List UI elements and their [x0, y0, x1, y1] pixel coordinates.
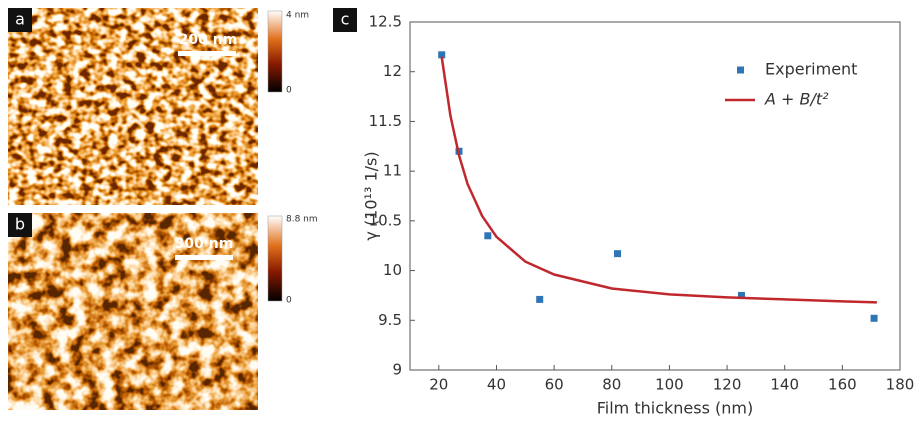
x-tick-label: 180	[886, 376, 915, 394]
afm-image	[8, 8, 258, 205]
x-tick-label: 140	[770, 376, 799, 394]
data-point	[484, 232, 492, 240]
data-point	[614, 250, 622, 258]
y-tick-label: 9.5	[378, 311, 402, 329]
legend-label: Experiment	[765, 60, 857, 79]
plot-frame	[409, 21, 901, 371]
x-tick-label: 80	[602, 376, 621, 394]
panel-letter: a	[15, 10, 25, 29]
panel-letter: b	[15, 215, 25, 234]
y-tick-label: 10	[383, 261, 402, 279]
y-tick-label: 9	[392, 361, 402, 379]
data-point	[737, 291, 745, 299]
y-axis-label: γ (10¹³ 1/s)	[362, 151, 381, 240]
colorbar	[267, 10, 283, 93]
x-tick-label: 40	[487, 376, 506, 394]
y-tick-label: 11.5	[369, 112, 402, 130]
x-tick-label: 20	[429, 376, 448, 394]
x-tick-label: 120	[713, 376, 742, 394]
colorbar	[267, 215, 283, 302]
legend-marker	[737, 66, 744, 74]
colorbar-max: 8.8 nm	[286, 215, 318, 225]
afm-image	[8, 213, 258, 410]
scale-bar	[175, 255, 233, 260]
scale-bar-label: 200 nm	[179, 32, 238, 48]
plot: 9 9.5 10 10.5 11 11.5 12 12.5 20 40 60 80 100 120 140 1…	[362, 13, 915, 418]
data-point	[536, 295, 544, 303]
colorbar-max: 4 nm	[286, 11, 309, 21]
colorbar-min: 0	[286, 86, 292, 96]
x-tick-label: 60	[545, 376, 564, 394]
x-tick-label: 160	[828, 376, 857, 394]
x-axis-label: Film thickness (nm)	[597, 399, 753, 418]
y-tick-label: 10.5	[369, 211, 402, 229]
y-tick-label: 11	[383, 162, 402, 180]
label-box	[8, 8, 32, 32]
x-tick-label: 100	[655, 376, 684, 394]
y-tick-label: 12.5	[369, 13, 402, 31]
label-box	[333, 8, 357, 32]
scale-bar-label: 300 nm	[175, 236, 234, 252]
label-box	[8, 213, 32, 237]
y-tick-label: 12	[383, 62, 402, 80]
legend-label: A + B/t²	[764, 90, 829, 109]
colorbar-min: 0	[286, 296, 292, 306]
data-point	[870, 314, 878, 322]
fit-line	[440, 56, 877, 304]
panel-letter: c	[341, 10, 350, 29]
scale-bar	[178, 51, 236, 56]
data-point	[438, 51, 446, 59]
